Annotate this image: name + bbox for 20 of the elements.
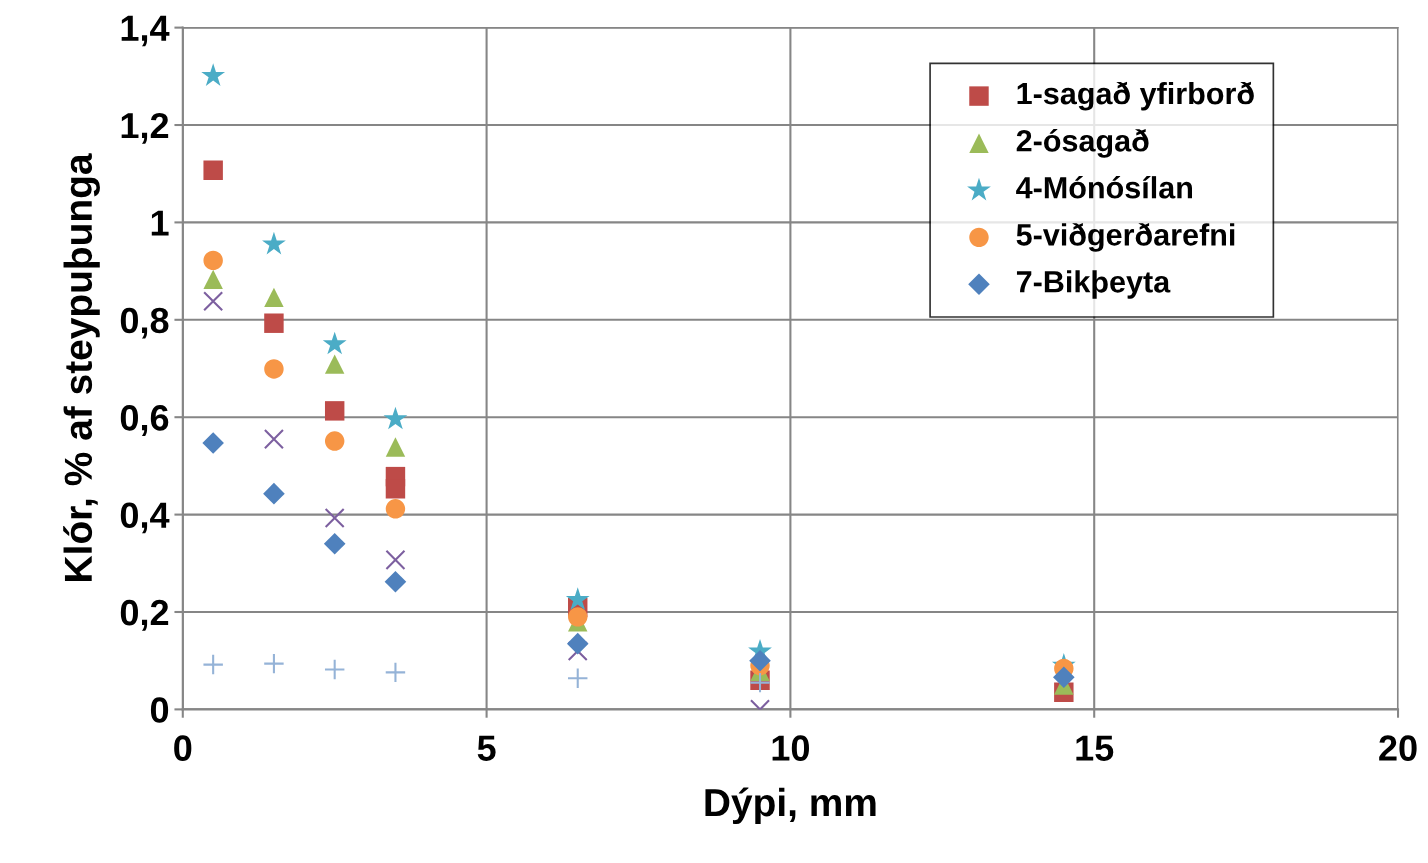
- y-tick-label: 0: [150, 697, 169, 723]
- legend-label: 1-sagað yfirborð: [1017, 81, 1254, 111]
- x-tick-label: 20: [1379, 735, 1417, 761]
- y-tick-label: 0,2: [120, 599, 169, 631]
- legend-label: 5-viðgerðarefni: [1016, 222, 1235, 252]
- x-tick-label: 10: [772, 735, 809, 761]
- x-tick-label: 0: [174, 735, 192, 761]
- legend-label: 7-Bikþeyta: [1016, 270, 1171, 299]
- x-axis-title: Dýpi, mm: [705, 787, 876, 825]
- y-tick-label: 0,8: [120, 307, 169, 339]
- y-axis-title: Klór, % af steypuþunga: [63, 153, 100, 581]
- y-tick-label: 1,4: [121, 15, 170, 47]
- y-tick-label: 0,4: [120, 502, 170, 534]
- x-tick-label: 15: [1076, 735, 1114, 761]
- y-tick-label: 0,6: [120, 405, 169, 436]
- x-tick-label: 5: [477, 735, 496, 761]
- y-tick-label: 1,2: [121, 112, 169, 144]
- y-tick-label: 1: [151, 210, 169, 236]
- legend-label: 2-ósagað: [1016, 128, 1149, 158]
- legend-label: 4-Mónósílan: [1016, 175, 1192, 199]
